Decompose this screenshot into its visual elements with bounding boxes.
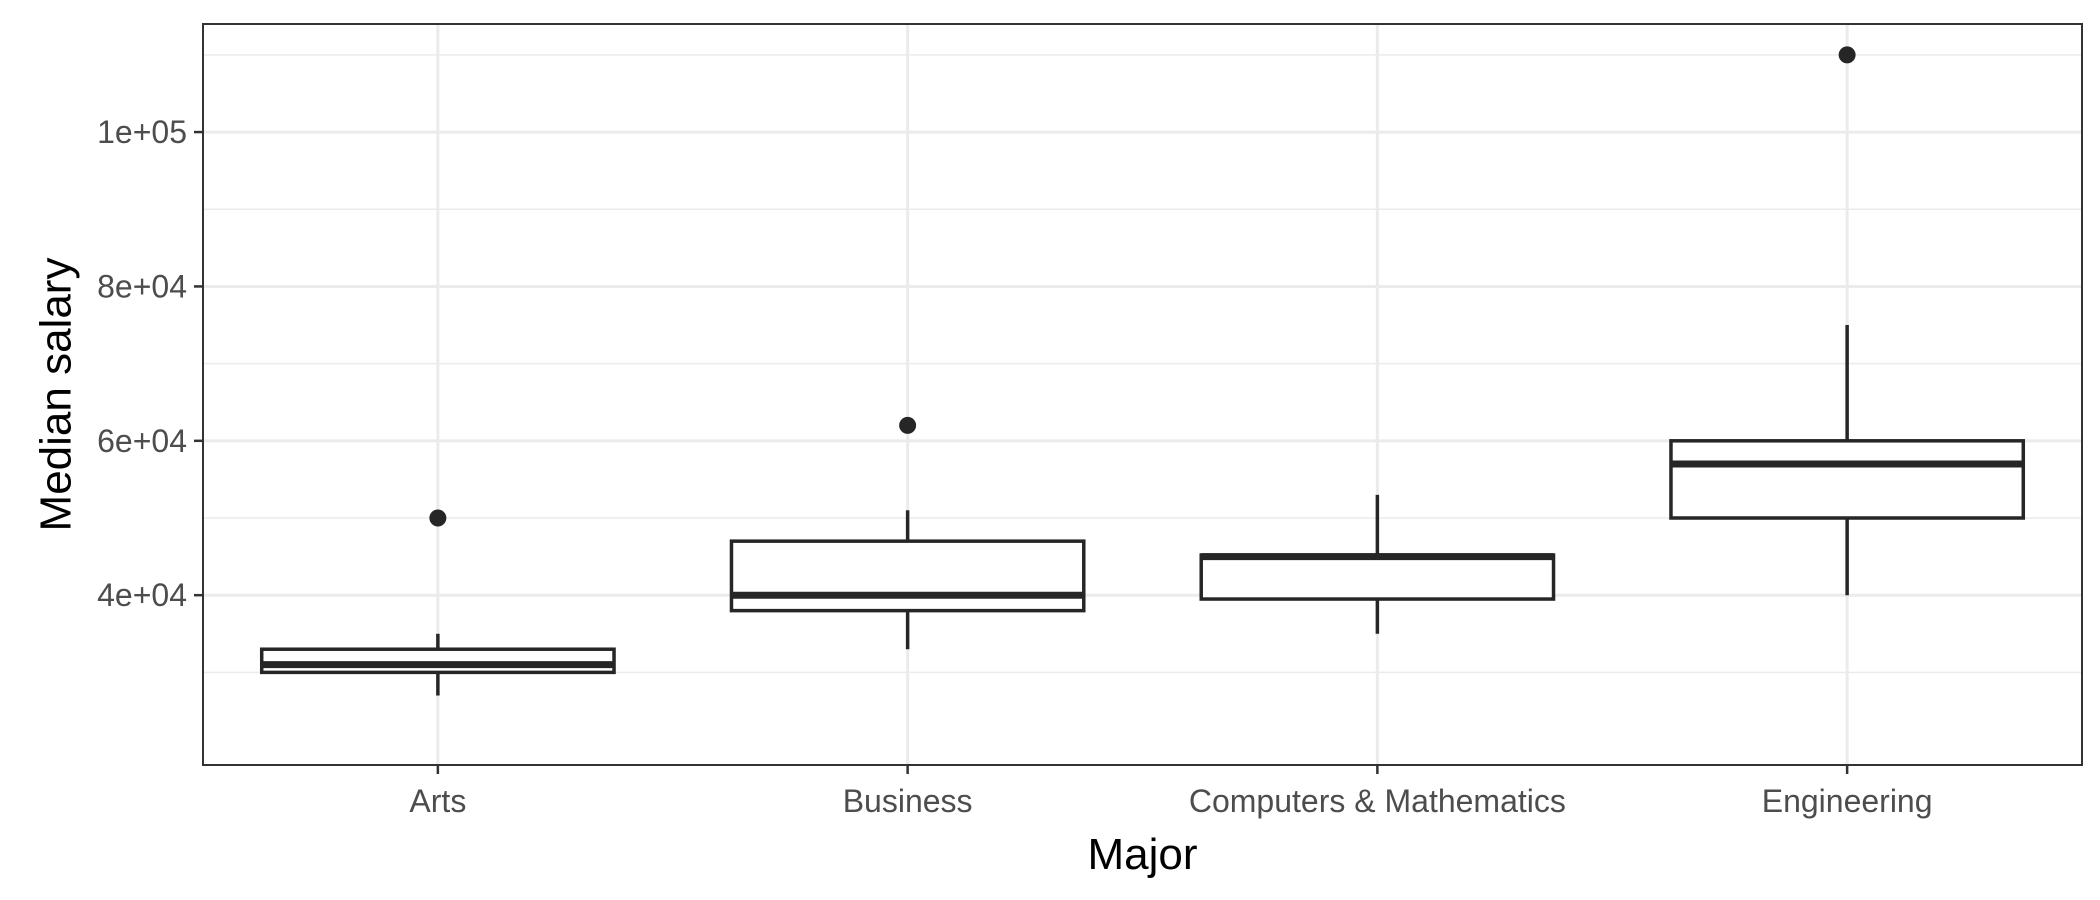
grid-layer bbox=[203, 24, 2082, 765]
y-axis-title: Median salary bbox=[31, 258, 80, 532]
box-layer bbox=[259, 46, 2026, 696]
outlier-point bbox=[429, 509, 447, 527]
outlier-point bbox=[899, 416, 917, 434]
box-group bbox=[259, 509, 616, 696]
y-tick-label: 8e+04 bbox=[97, 268, 187, 304]
axis-layer: 4e+04 6e+04 8e+04 1e+05 Arts Business Computer… bbox=[97, 114, 1932, 819]
panel-background bbox=[203, 24, 2082, 765]
outlier-point bbox=[1838, 46, 1856, 64]
x-tick-label: Engineering bbox=[1762, 783, 1933, 819]
y-tick-label: 6e+04 bbox=[97, 423, 187, 459]
panel-border bbox=[202, 23, 2083, 766]
box-body bbox=[1669, 439, 2026, 520]
box-body bbox=[1199, 553, 1556, 601]
box-group bbox=[729, 416, 1086, 650]
box-body bbox=[729, 539, 1086, 613]
box-group bbox=[1199, 494, 1556, 634]
x-tick-label: Arts bbox=[409, 783, 466, 819]
x-axis-title: Major bbox=[1087, 830, 1197, 879]
box-group bbox=[1669, 46, 2026, 596]
box-body bbox=[259, 647, 616, 675]
x-tick-label: Business bbox=[843, 783, 973, 819]
y-tick-label: 1e+05 bbox=[97, 114, 187, 150]
x-tick-label: Computers & Mathematics bbox=[1189, 783, 1566, 819]
y-tick-label: 4e+04 bbox=[97, 577, 187, 613]
